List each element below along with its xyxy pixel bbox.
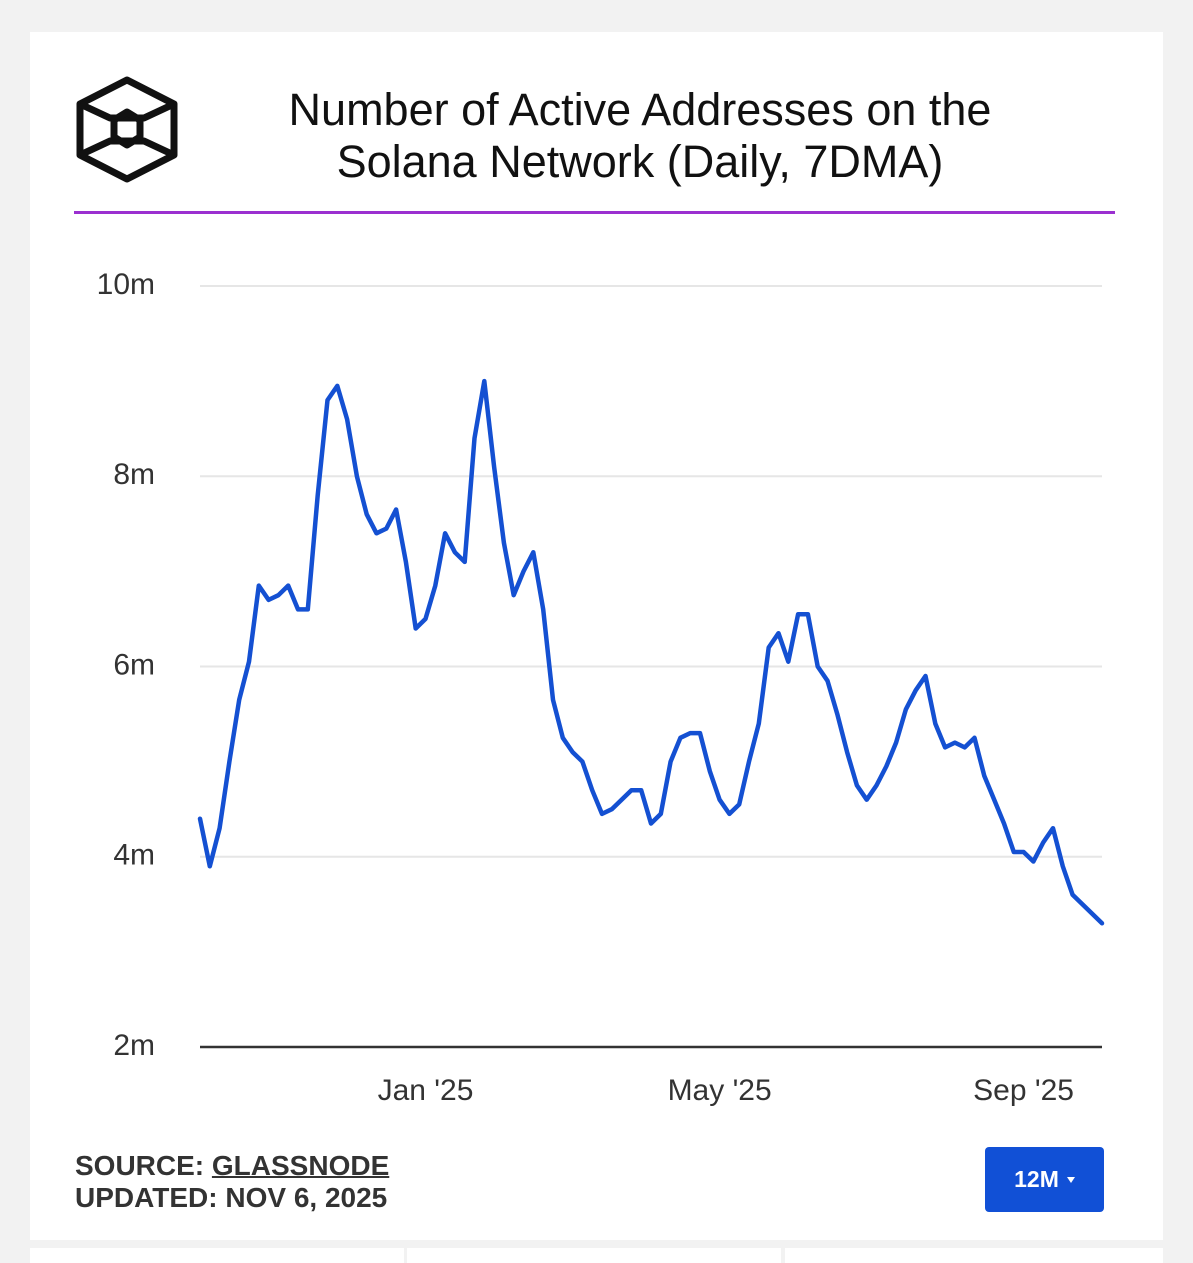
- tab[interactable]: [407, 1248, 781, 1263]
- dropdown-arrow: [1066, 1176, 1075, 1183]
- tab[interactable]: [30, 1248, 404, 1263]
- updated-label: UPDATED:: [75, 1182, 218, 1213]
- chart-title: Number of Active Addresses on the Solana…: [288, 84, 992, 187]
- source-label: SOURCE:: [75, 1150, 205, 1181]
- range-label: 12M: [1014, 1166, 1059, 1192]
- updated: UPDATED: NOV 6, 2025: [75, 1182, 387, 1214]
- source-link[interactable]: GLASSNODE: [211, 1150, 390, 1181]
- range-button[interactable]: 12M: [985, 1147, 1104, 1212]
- updated-date: NOV 6, 2025: [225, 1182, 388, 1213]
- title-rule: [74, 211, 1115, 214]
- tab[interactable]: [785, 1248, 1163, 1263]
- source: SOURCE: GLASSNODE: [75, 1150, 389, 1182]
